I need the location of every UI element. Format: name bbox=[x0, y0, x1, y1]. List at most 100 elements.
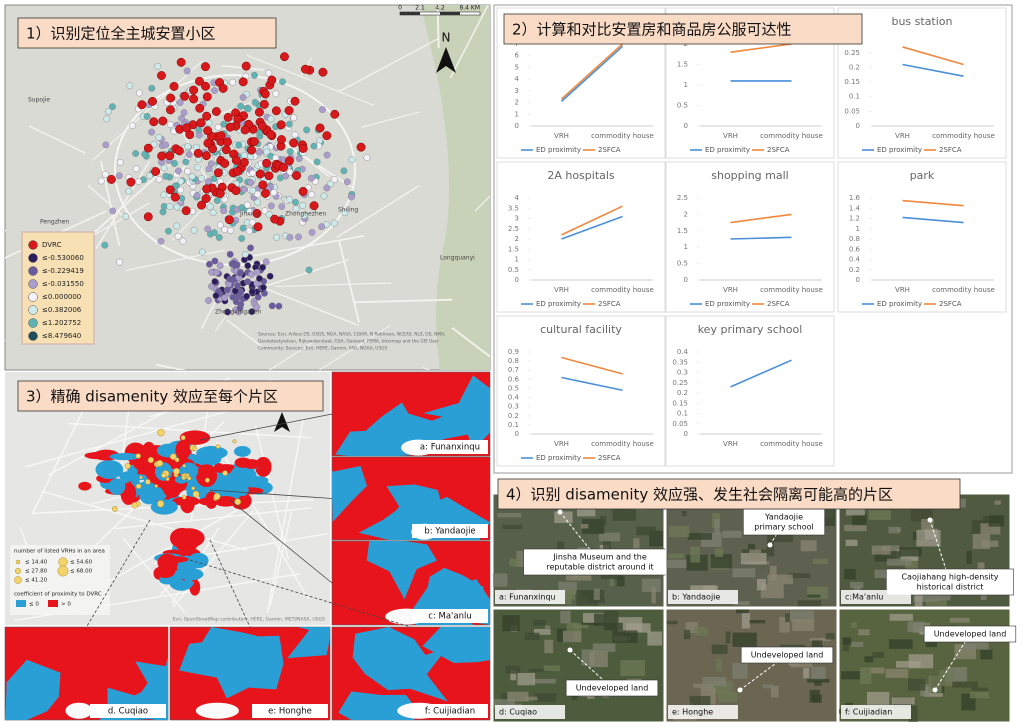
housing-dot bbox=[243, 292, 251, 300]
section-title-box bbox=[503, 13, 863, 45]
y-tick-label: 0.25 bbox=[672, 379, 688, 387]
terrain-block bbox=[533, 619, 546, 626]
terrain-block bbox=[870, 667, 885, 674]
y-tick-label: 0.1 bbox=[849, 93, 860, 101]
housing-dot bbox=[286, 168, 294, 176]
housing-dot bbox=[340, 167, 348, 175]
terrain-block bbox=[690, 546, 701, 563]
dvrc-dot bbox=[279, 163, 288, 172]
housing-dot bbox=[256, 275, 263, 282]
terrain-block bbox=[594, 613, 606, 626]
terrain-block bbox=[647, 631, 663, 646]
y-tick-label: 1 bbox=[684, 243, 688, 251]
coef-label: > 0 bbox=[61, 602, 71, 608]
housing-dot bbox=[173, 222, 181, 230]
inset-blank bbox=[65, 702, 93, 719]
terrain-block bbox=[493, 699, 516, 709]
terrain-block bbox=[749, 549, 762, 562]
terrain-block bbox=[524, 632, 540, 640]
housing-dot bbox=[240, 185, 248, 193]
terrain-block bbox=[899, 547, 922, 557]
note-pointer bbox=[934, 633, 971, 691]
y-tick-label: 0.15 bbox=[844, 78, 860, 86]
dvrc-dot bbox=[203, 126, 213, 136]
housing-dot bbox=[216, 221, 224, 229]
note-pin bbox=[767, 542, 773, 548]
terrain-block bbox=[787, 573, 811, 579]
inset-label-box bbox=[412, 704, 488, 718]
terrain-block bbox=[599, 532, 621, 542]
housing-dot bbox=[214, 123, 222, 131]
inset-pointer bbox=[209, 539, 251, 628]
housing-dot bbox=[238, 204, 246, 212]
terrain-block bbox=[517, 672, 536, 686]
terrain-block bbox=[544, 639, 554, 654]
y-tick-label: 0 bbox=[684, 122, 688, 130]
terrain-block bbox=[617, 617, 643, 633]
note-pointer bbox=[929, 519, 951, 583]
housing-dot bbox=[307, 174, 315, 182]
dvrc-dot bbox=[267, 75, 277, 85]
chart-title: shopping mall bbox=[711, 169, 788, 182]
housing-dot bbox=[141, 150, 149, 158]
dvrc-dot bbox=[126, 177, 136, 187]
housing-dot bbox=[305, 266, 313, 274]
x-tick-label: commodity house bbox=[591, 286, 654, 294]
y-tick-label: 0.8 bbox=[849, 235, 860, 243]
note-pin bbox=[932, 687, 938, 693]
terrain-block bbox=[851, 513, 867, 526]
road bbox=[92, 60, 203, 161]
housing-dot bbox=[195, 131, 203, 139]
housing-dot bbox=[143, 113, 151, 120]
y-tick-label: 0.5 bbox=[508, 266, 519, 274]
dvrc-dot bbox=[223, 112, 233, 122]
count-swatch bbox=[15, 559, 21, 565]
housing-dot bbox=[178, 115, 185, 122]
housing-dot bbox=[177, 177, 185, 185]
y-tick-label: 0.4 bbox=[508, 394, 520, 402]
housing-dot bbox=[148, 128, 155, 136]
dvrc-dot bbox=[143, 143, 153, 153]
dvrc-dot bbox=[284, 156, 294, 166]
tile-label: d: Cuqiao bbox=[499, 708, 537, 717]
inset-label: e: Honghe bbox=[268, 707, 312, 717]
terrain-block bbox=[714, 548, 724, 557]
note-box bbox=[740, 646, 834, 664]
terrain-block bbox=[580, 524, 589, 529]
map-1-layer: Supojie Pengzhen Jinxing Zhonghezhen Shiling… bbox=[5, 5, 490, 370]
count-dot bbox=[124, 462, 131, 469]
dvrc-dot bbox=[157, 71, 166, 80]
count-label: ≤ 14.40 bbox=[25, 560, 48, 566]
housing-dot bbox=[292, 198, 299, 206]
count-dot bbox=[157, 428, 165, 437]
terrain-block bbox=[792, 619, 815, 632]
dvrc-dot bbox=[298, 187, 308, 196]
count-dot bbox=[154, 484, 159, 488]
tile-label-box bbox=[668, 590, 738, 604]
y-tick-label: 0.8 bbox=[508, 357, 519, 365]
housing-dot bbox=[208, 283, 215, 290]
housing-dot bbox=[343, 178, 351, 186]
x-tick-label: commodity house bbox=[932, 286, 995, 294]
housing-dot bbox=[235, 141, 243, 149]
housing-dot bbox=[236, 269, 244, 277]
road bbox=[115, 507, 312, 530]
y-tick-label: 0.2 bbox=[508, 412, 519, 420]
legend-label: 2SFCA bbox=[939, 146, 962, 154]
chart-title: key primary school bbox=[698, 323, 803, 336]
dvrc-dot bbox=[289, 138, 299, 148]
y-tick-label: 6 bbox=[515, 52, 520, 60]
dvrc-dot bbox=[315, 123, 325, 133]
housing-dot bbox=[179, 237, 187, 245]
housing-dot bbox=[102, 170, 109, 178]
chart-cell bbox=[665, 161, 835, 313]
housing-dot bbox=[209, 209, 217, 217]
terrain-block bbox=[842, 637, 852, 645]
housing-dot bbox=[341, 209, 349, 217]
y-tick-label: 3 bbox=[515, 87, 519, 95]
y-tick-label: 0.15 bbox=[672, 399, 688, 407]
chart-title: 2A hospitals bbox=[547, 169, 615, 182]
note-pin bbox=[927, 517, 933, 523]
count-dot bbox=[215, 444, 221, 449]
dvrc-dot bbox=[170, 192, 180, 202]
